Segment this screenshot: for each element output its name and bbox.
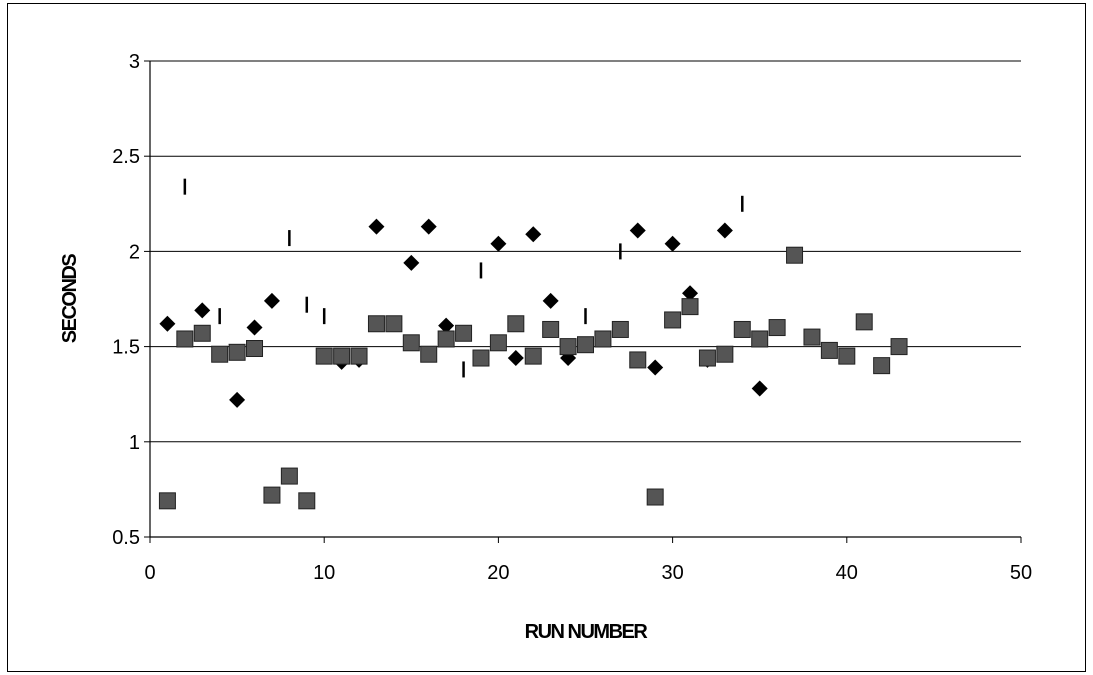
square-point	[611, 320, 629, 338]
diamond-point	[716, 222, 733, 239]
square-point	[751, 330, 769, 348]
square-point	[838, 347, 856, 365]
x-tick-label: 40	[836, 562, 858, 584]
diamond-point	[159, 315, 176, 332]
square-point	[786, 246, 804, 264]
diamond-point	[246, 319, 263, 336]
square-point	[489, 334, 507, 352]
y-tick-label: 3	[129, 51, 140, 73]
square-point	[367, 315, 385, 333]
diamond-point	[420, 218, 437, 235]
square-point	[594, 330, 612, 348]
data-points	[158, 178, 908, 510]
square-point	[402, 334, 420, 352]
y-tick-label: 1	[129, 432, 140, 454]
diamond-point	[438, 317, 455, 334]
y-tick-label: 0.5	[112, 527, 140, 549]
x-tick-label: 10	[313, 562, 335, 584]
square-point	[716, 345, 734, 363]
square-point	[698, 349, 716, 367]
square-point	[873, 357, 891, 375]
square-point	[298, 492, 316, 510]
y-axis-title: SECONDS	[59, 254, 81, 344]
square-point	[176, 330, 194, 348]
square-point	[333, 347, 351, 365]
square-point	[280, 467, 298, 485]
square-point	[263, 486, 281, 504]
diamond-point	[403, 254, 420, 271]
diamond-point	[229, 391, 246, 408]
square-point	[890, 338, 908, 356]
square-point	[437, 330, 455, 348]
square-point	[803, 328, 821, 346]
square-point	[733, 320, 751, 338]
square-point	[820, 341, 838, 359]
square-point	[350, 347, 368, 365]
square-point	[542, 320, 560, 338]
x-tick-label: 50	[1010, 562, 1032, 584]
square-point	[385, 315, 403, 333]
diamond-point	[682, 285, 699, 302]
square-point	[211, 345, 229, 363]
diamond-point	[647, 359, 664, 376]
y-tick-label: 2	[129, 241, 140, 263]
square-point	[577, 336, 594, 354]
square-point	[507, 315, 525, 333]
square-point	[472, 349, 490, 367]
x-tick-label: 0	[144, 562, 155, 584]
square-point	[681, 298, 699, 316]
square-point	[768, 319, 786, 337]
square-point	[315, 347, 333, 365]
square-point	[193, 324, 211, 342]
square-point	[664, 311, 682, 329]
square-point	[524, 347, 542, 365]
square-point	[420, 345, 438, 363]
y-tick-label: 2.5	[112, 146, 140, 168]
square-point	[559, 338, 577, 356]
square-point	[455, 324, 473, 342]
diamond-point	[263, 292, 280, 309]
x-tick-label: 30	[661, 562, 683, 584]
y-tick-label: 1.5	[112, 337, 140, 359]
square-point	[246, 340, 264, 358]
diamond-point	[490, 235, 507, 252]
y-tick-labels: 0.5 1 1.5 2 2.5 3	[112, 51, 150, 549]
diamond-point	[507, 350, 524, 367]
square-point	[158, 492, 176, 510]
square-point	[855, 313, 873, 331]
diamond-point	[629, 222, 646, 239]
axes	[149, 61, 1021, 538]
square-point	[228, 343, 246, 361]
diamond-point	[751, 380, 768, 397]
x-tick-label: 20	[487, 562, 509, 584]
gridlines	[150, 60, 1021, 538]
square-point	[646, 488, 664, 506]
diamond-point	[525, 226, 542, 243]
diamond-point	[664, 235, 681, 252]
x-tick-labels: 0 10 20 30 40 50	[144, 537, 1032, 584]
x-axis-title: RUN NUMBER	[525, 621, 649, 643]
diamond-point	[368, 218, 385, 235]
square-point	[629, 351, 647, 369]
diamond-point	[542, 292, 559, 309]
diamond-point	[194, 302, 211, 319]
